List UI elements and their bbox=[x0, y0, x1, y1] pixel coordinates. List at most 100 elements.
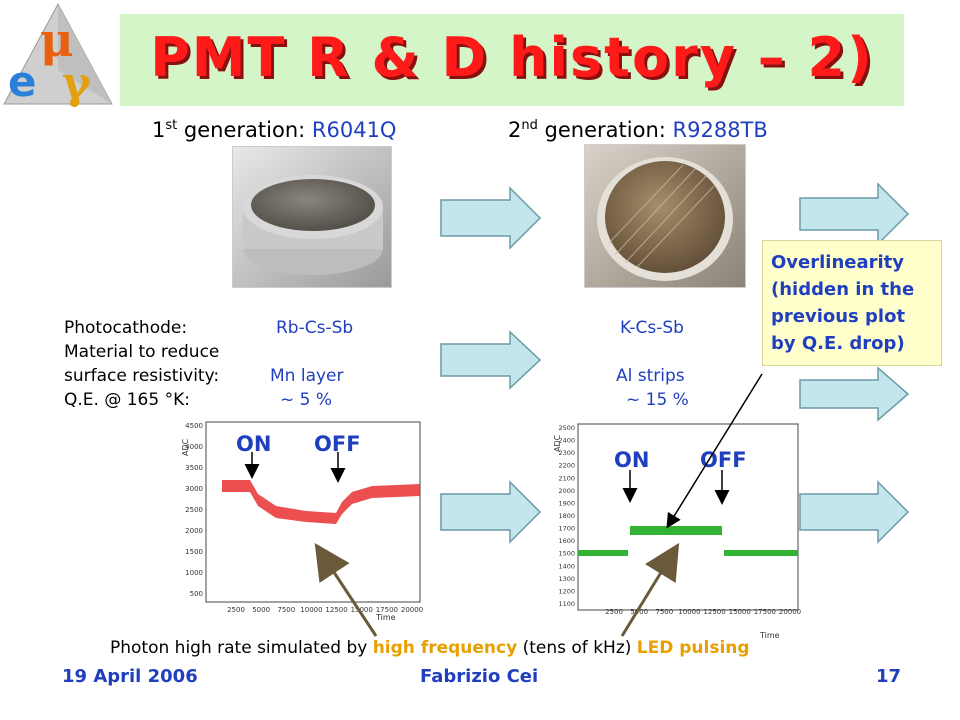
arrow-right-row1-far bbox=[799, 182, 910, 246]
material-gen2: Al strips bbox=[616, 366, 685, 386]
material-label-line2: surface resistivity: bbox=[64, 366, 220, 386]
gen2-text: generation: bbox=[537, 118, 673, 142]
plot1-y-axis-label: ADC bbox=[181, 438, 190, 456]
material-label-line1: Material to reduce bbox=[64, 342, 220, 362]
plot1-x-tick-label: 7500 bbox=[277, 606, 295, 614]
plot2-y-tick-label: 1900 bbox=[558, 499, 575, 507]
plot1-x-tick-label: 10000 bbox=[300, 606, 322, 614]
plot2-x-tick-label: 17500 bbox=[754, 608, 776, 616]
logo-mu: μ bbox=[40, 13, 74, 67]
plot1-x-axis-label: Time bbox=[375, 613, 396, 622]
plot2-y-tick-label: 1300 bbox=[558, 575, 575, 583]
logo-e: e bbox=[8, 57, 37, 106]
plot1-off-label: OFF bbox=[314, 432, 361, 456]
plot2-y-tick-label: 2200 bbox=[558, 462, 575, 470]
generation-2-heading: 2nd generation: R9288TB bbox=[508, 118, 768, 142]
plot2-low-level-left bbox=[578, 550, 628, 556]
bottom-caption: Photon high rate simulated by high frequ… bbox=[110, 638, 750, 658]
plot2-y-tick-label: 2300 bbox=[558, 449, 575, 457]
plot2-y-tick-label: 2000 bbox=[558, 487, 575, 495]
plot2-y-tick-label: 1200 bbox=[558, 587, 575, 595]
caption-part-3: (tens of kHz) bbox=[517, 638, 637, 658]
plot1-signal-band bbox=[222, 480, 420, 524]
qe-gen1: ~ 5 % bbox=[280, 390, 333, 410]
footer-author: Fabrizio Cei bbox=[420, 666, 539, 687]
plot2-high-level bbox=[630, 526, 722, 535]
plot1-y-tick-label: 1500 bbox=[185, 548, 203, 556]
plot1-y-tick-label: 2000 bbox=[185, 527, 203, 535]
plot2-x-tick-label: 10000 bbox=[678, 608, 700, 616]
note-line-1: Overlinearity bbox=[771, 252, 905, 273]
arrow-right-row3-mid bbox=[440, 480, 542, 544]
qe-gen2: ~ 15 % bbox=[626, 390, 689, 410]
plot2-x-axis-label: Time bbox=[759, 631, 780, 640]
plot2-y-tick-label: 1600 bbox=[558, 537, 575, 545]
gen1-sup: st bbox=[165, 118, 178, 133]
plot1-y-tick-label: 4500 bbox=[185, 422, 203, 430]
plot2-off-label: OFF bbox=[700, 448, 747, 472]
adc-plot-2: ADC 2500 2400 2300 2200 2100 2000 1900 1800 1700… bbox=[548, 416, 804, 644]
plot2-y-tick-label: 1500 bbox=[558, 550, 575, 558]
note-line-3: previous plot bbox=[771, 306, 906, 327]
note-line-2: (hidden in the bbox=[771, 279, 915, 300]
caption-part-4: LED pulsing bbox=[636, 638, 750, 658]
caption-part-1: Photon high rate simulated by bbox=[110, 638, 373, 658]
plot2-x-tick-label: 15000 bbox=[729, 608, 751, 616]
adc-plot-1: ADC 4500 4000 3500 3000 2500 2000 1500 1000 500 … bbox=[176, 416, 426, 626]
plot2-y-tick-label: 2400 bbox=[558, 437, 575, 445]
title-band bbox=[120, 14, 904, 106]
footer-page-number: 17 bbox=[876, 666, 902, 687]
plot1-y-tick-label: 3000 bbox=[185, 485, 203, 493]
photocathode-gen1: Rb-Cs-Sb bbox=[276, 318, 354, 338]
plot1-on-label: ON bbox=[236, 432, 272, 456]
page-title: PMT R & D history – 2) bbox=[150, 26, 874, 89]
plot2-x-tick-label: 7500 bbox=[655, 608, 673, 616]
gen1-model: R6041Q bbox=[311, 118, 397, 142]
plot1-y-tick-label: 1000 bbox=[185, 569, 203, 577]
photocathode-label: Photocathode: bbox=[64, 318, 188, 338]
material-gen1: Mn layer bbox=[270, 366, 344, 386]
plot1-x-tick-label: 17500 bbox=[376, 606, 398, 614]
generation-1-heading: 1st generation: R6041Q bbox=[152, 118, 396, 142]
plot1-y-tick-label: 2500 bbox=[185, 506, 203, 514]
plot1-y-tick-label: 500 bbox=[190, 590, 203, 598]
gen1-text: generation: bbox=[177, 118, 312, 142]
arrow-right-row3-far bbox=[799, 480, 910, 544]
arrow-right-row2-mid bbox=[440, 330, 542, 390]
arrow-right-row2-far bbox=[799, 366, 910, 422]
plot1-x-tick-label: 2500 bbox=[227, 606, 245, 614]
caption-part-2: high frequency bbox=[372, 638, 518, 658]
plot2-y-tick-label: 1400 bbox=[558, 562, 575, 570]
plot1-y-tick-label: 4000 bbox=[185, 443, 203, 451]
qe-label: Q.E. @ 165 °K: bbox=[64, 390, 190, 410]
logo: μ e γ bbox=[0, 0, 116, 110]
photocathode-gen2: K-Cs-Sb bbox=[620, 318, 684, 338]
plot1-x-tick-label: 15000 bbox=[351, 606, 373, 614]
plot2-y-axis-label: ADC bbox=[553, 434, 562, 452]
gen1-prefix: 1 bbox=[152, 118, 166, 142]
plot2-y-tick-label: 2500 bbox=[558, 424, 575, 432]
arrow-right-row1-mid bbox=[440, 186, 542, 250]
plot1-x-tick-label: 20000 bbox=[401, 606, 423, 614]
plot2-y-tick-label: 1100 bbox=[558, 600, 575, 608]
plot2-x-tick-label: 5000 bbox=[630, 608, 648, 616]
gen2-prefix: 2 bbox=[508, 118, 522, 142]
plot2-low-level-right bbox=[724, 550, 798, 556]
plot2-x-tick-label: 12500 bbox=[703, 608, 725, 616]
overlinearity-note: Overlinearity (hidden in the previous pl… bbox=[762, 240, 942, 366]
plot1-y-tick-label: 3500 bbox=[185, 464, 203, 472]
pmt-photo-1 bbox=[232, 146, 392, 288]
plot2-y-tick-label: 2100 bbox=[558, 474, 575, 482]
pmt-photo-2 bbox=[584, 144, 746, 288]
note-line-4: by Q.E. drop) bbox=[771, 333, 905, 354]
footer-date: 19 April 2006 bbox=[62, 666, 198, 687]
plot2-y-tick-label: 1700 bbox=[558, 525, 575, 533]
gen2-model: R9288TB bbox=[672, 118, 768, 142]
plot2-x-tick-label: 20000 bbox=[779, 608, 801, 616]
plot2-y-tick-label: 1800 bbox=[558, 512, 575, 520]
plot1-x-tick-label: 12500 bbox=[325, 606, 347, 614]
plot2-x-tick-label: 2500 bbox=[605, 608, 623, 616]
plot2-on-label: ON bbox=[614, 448, 650, 472]
gen2-sup: nd bbox=[521, 118, 538, 133]
plot1-x-tick-label: 5000 bbox=[252, 606, 270, 614]
